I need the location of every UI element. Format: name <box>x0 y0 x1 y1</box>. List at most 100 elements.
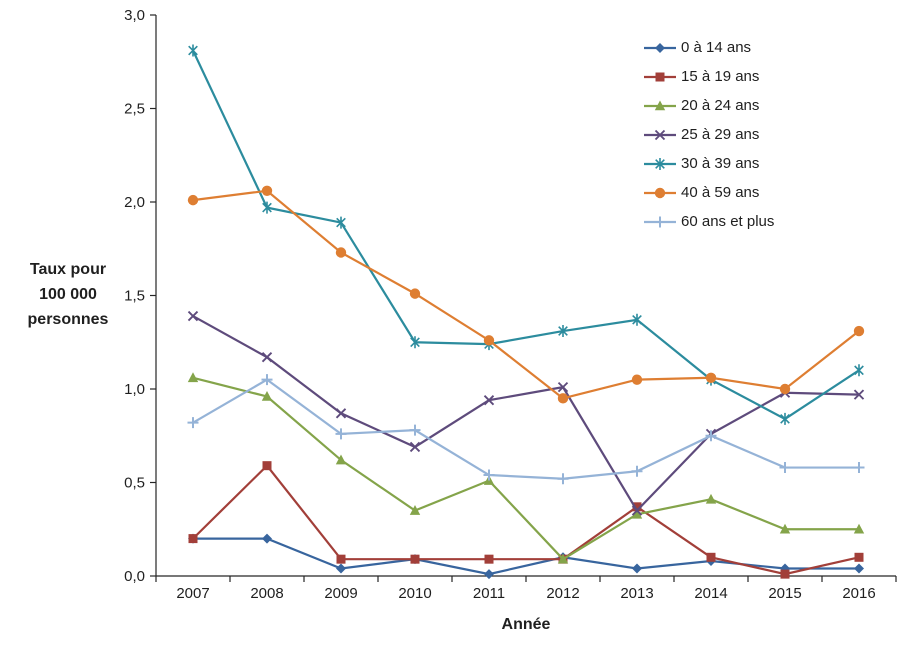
series-marker-plus <box>853 462 865 474</box>
series-marker-circle <box>853 325 865 337</box>
legend-label: 30 à 39 ans <box>681 155 760 172</box>
chart-legend: 0 à 14 ans 15 à 19 ans 20 à 24 ans 25 à 29 … <box>642 33 774 236</box>
series-marker-square <box>655 72 665 81</box>
series-marker-x <box>261 352 273 363</box>
series-marker-plus <box>705 430 717 442</box>
series-marker-circle <box>631 374 643 385</box>
series-marker-circle <box>409 288 421 299</box>
x-tick-label: 2008 <box>250 585 283 602</box>
x-tick-label: 2013 <box>620 585 653 602</box>
series-marker-x <box>335 408 347 419</box>
series-marker-triangle <box>409 505 421 515</box>
series-marker-plus <box>557 473 569 485</box>
series-marker-triangle <box>779 523 791 534</box>
x-tick-label: 2007 <box>176 585 209 602</box>
series-marker-star <box>336 216 346 229</box>
series-marker-square <box>410 554 420 564</box>
series-marker-star <box>262 201 272 214</box>
series-marker-triangle <box>261 390 273 401</box>
x-tick-label: 2012 <box>546 585 579 602</box>
legend-item: 0 à 14 ans <box>642 33 774 62</box>
series-marker-x <box>557 381 569 393</box>
series-marker-circle <box>557 393 569 404</box>
series-marker-plus <box>779 462 791 474</box>
legend-label: 25 à 29 ans <box>681 126 760 143</box>
series-line <box>192 50 860 421</box>
series-marker-plus <box>335 428 347 440</box>
y-axis-title: Taux pour 100 000 personnes <box>27 261 109 328</box>
series-marker-x <box>631 505 643 516</box>
y-tick-label: 1,5 <box>124 288 145 305</box>
series-marker-star <box>780 412 790 425</box>
series-line <box>192 464 860 576</box>
series-marker-square <box>262 461 272 471</box>
star-marker-icon <box>644 157 676 170</box>
plus-marker-icon <box>644 216 676 227</box>
circle-marker-icon <box>644 187 676 198</box>
series-marker-triangle <box>631 508 643 519</box>
legend-item: 25 à 29 ans <box>642 120 774 149</box>
y-tick-label: 3,0 <box>124 7 145 24</box>
diamond-marker-icon <box>644 42 676 53</box>
series-marker-triangle <box>853 523 865 534</box>
series-line <box>192 376 859 561</box>
legend-label: 15 à 19 ans <box>681 68 760 85</box>
series-marker-star <box>410 336 420 349</box>
x-tick-label: 2011 <box>473 585 505 602</box>
y-tick-label: 0,5 <box>124 475 145 492</box>
legend-label: 0 à 14 ans <box>681 39 752 56</box>
series-marker-square <box>484 554 494 564</box>
series-marker-star <box>632 313 642 326</box>
series-line <box>192 189 860 400</box>
x-tick-label: 2016 <box>842 585 875 602</box>
series-line <box>192 378 859 480</box>
series-marker-plus <box>409 424 421 436</box>
series-marker-plus <box>654 216 666 227</box>
series-marker-plus <box>187 417 199 429</box>
series-marker-plus <box>483 469 495 481</box>
legend-label: 60 ans et plus <box>681 213 775 230</box>
series-marker-plus <box>261 374 273 386</box>
series-marker-square <box>632 502 642 512</box>
legend-item: 60 ans et plus <box>642 207 774 236</box>
y-tick-label: 2,5 <box>124 101 145 118</box>
series-marker-x <box>409 441 421 453</box>
series-marker-diamond <box>336 563 346 574</box>
x-axis-title: Année <box>501 616 551 633</box>
series-marker-square <box>706 552 716 562</box>
series-marker-triangle <box>335 454 347 465</box>
series-marker-circle <box>261 185 273 196</box>
series-marker-star <box>655 157 665 170</box>
series-marker-square <box>188 534 198 544</box>
x-tick-label: 2009 <box>324 585 357 602</box>
series-marker-x <box>654 129 666 140</box>
series-line <box>192 315 860 513</box>
legend-item: 20 à 24 ans <box>642 91 774 120</box>
x-tick-label: 2014 <box>694 585 727 602</box>
y-tick-label: 1,0 <box>124 381 145 398</box>
legend-label: 20 à 24 ans <box>681 97 760 114</box>
x-tick-label: 2015 <box>768 585 801 602</box>
series-marker-circle <box>187 194 199 206</box>
series-marker-plus <box>631 465 643 477</box>
series-marker-square <box>336 554 346 564</box>
legend-label: 40 à 59 ans <box>681 184 760 201</box>
series-marker-square <box>780 569 790 579</box>
series-marker-triangle <box>557 553 569 564</box>
legend-item: 40 à 59 ans <box>642 178 774 207</box>
square-marker-icon <box>644 72 676 81</box>
series-marker-circle <box>705 372 717 383</box>
triangle-marker-icon <box>644 100 676 110</box>
series-marker-triangle <box>187 372 199 383</box>
series-marker-diamond <box>655 42 665 53</box>
series-marker-diamond <box>854 563 864 574</box>
x-marker-icon <box>644 129 676 140</box>
series-marker-x <box>483 395 495 406</box>
series-marker-triangle <box>705 493 717 504</box>
series-marker-circle <box>483 335 495 346</box>
series-marker-star <box>854 364 864 377</box>
series-marker-diamond <box>484 569 494 580</box>
series-marker-square <box>854 552 864 562</box>
legend-item: 30 à 39 ans <box>642 149 774 178</box>
